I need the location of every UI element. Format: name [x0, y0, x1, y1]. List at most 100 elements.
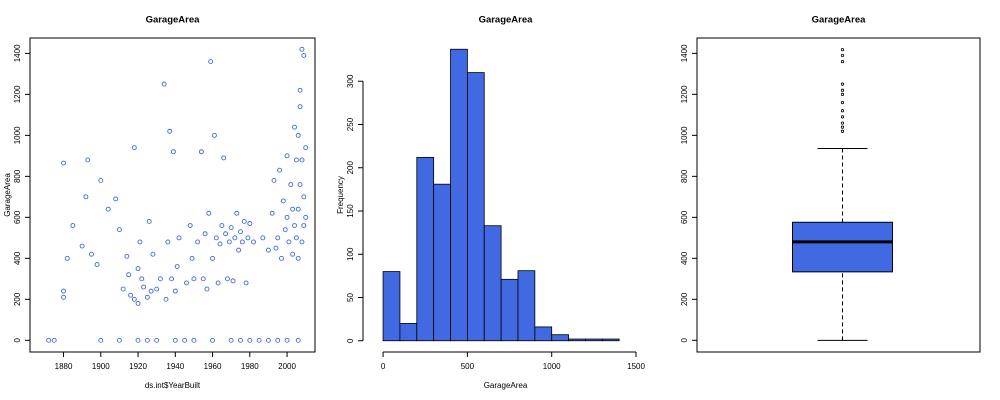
point: [275, 337, 281, 343]
point: [61, 288, 66, 294]
point: [146, 218, 152, 224]
x-axis-label: ds.int$YearBuilt: [145, 381, 201, 390]
point: [105, 206, 111, 212]
point: [98, 337, 104, 343]
box: [792, 221, 893, 273]
point: [288, 182, 294, 187]
bar: [382, 271, 401, 342]
point: [195, 239, 201, 245]
y-tick-label: 0: [680, 338, 689, 343]
outlier: [840, 48, 845, 52]
point: [297, 87, 303, 93]
bar: [517, 270, 536, 342]
y-tick-label: 250: [346, 117, 355, 131]
y-tick-label: 0: [346, 338, 355, 343]
point: [61, 160, 66, 166]
point: [94, 262, 100, 267]
point: [204, 286, 210, 292]
point: [243, 280, 249, 286]
point: [301, 194, 307, 200]
point: [269, 210, 275, 216]
point: [126, 272, 132, 278]
point: [161, 81, 167, 87]
point: [245, 235, 251, 241]
point: [265, 247, 271, 253]
point: [215, 280, 221, 286]
point: [241, 218, 247, 224]
outlier: [840, 109, 845, 113]
y-tick-label: 1400: [680, 44, 689, 62]
point: [225, 276, 230, 282]
bar: [551, 334, 569, 342]
outlier: [840, 59, 845, 64]
point: [293, 157, 299, 163]
point: [221, 155, 227, 161]
point: [282, 227, 288, 233]
point: [251, 239, 256, 245]
point: [239, 239, 245, 245]
point: [51, 337, 57, 343]
y-tick-label: 1400: [13, 44, 22, 62]
point: [135, 266, 141, 272]
point: [144, 294, 150, 300]
point: [236, 247, 242, 253]
point: [219, 223, 225, 228]
point: [135, 337, 141, 343]
point: [172, 288, 178, 294]
y-tick-label: 200: [13, 292, 22, 306]
bar: [466, 72, 485, 342]
point: [228, 225, 234, 231]
outlier: [840, 88, 845, 92]
point: [200, 276, 206, 282]
point: [172, 337, 178, 343]
point: [210, 337, 215, 343]
point: [64, 255, 70, 261]
point: [230, 278, 236, 284]
x-tick-label: 2000: [278, 362, 296, 371]
y-tick-label: 1000: [13, 126, 22, 144]
point: [170, 149, 176, 155]
point: [292, 124, 297, 130]
point: [83, 194, 89, 200]
y-tick-label: 800: [680, 169, 689, 183]
point: [116, 227, 122, 233]
point: [208, 59, 214, 65]
point: [191, 337, 197, 343]
y-axis-label: Frequency: [336, 176, 345, 214]
point: [303, 214, 309, 220]
point: [290, 206, 296, 212]
point: [273, 245, 279, 251]
y-tick-label: 600: [13, 210, 22, 224]
point: [167, 128, 173, 134]
point: [238, 229, 243, 235]
point: [182, 337, 188, 343]
point: [113, 196, 119, 202]
point: [295, 337, 301, 343]
point: [85, 157, 91, 163]
point: [284, 214, 290, 220]
point: [191, 276, 197, 282]
bar: [568, 338, 586, 342]
point: [299, 239, 305, 245]
y-axis-label: GarageArea: [3, 173, 12, 217]
bar: [399, 323, 418, 342]
point: [128, 292, 134, 298]
point: [169, 276, 175, 282]
point: [286, 239, 292, 245]
point: [174, 264, 180, 269]
point: [277, 167, 283, 173]
point: [290, 251, 296, 257]
point: [210, 255, 215, 261]
point: [284, 337, 290, 343]
bar: [433, 183, 451, 342]
point: [131, 145, 137, 151]
x-tick-label: 500: [461, 362, 475, 371]
point: [89, 251, 94, 257]
point: [163, 296, 169, 302]
bar: [416, 156, 435, 342]
y-tick-label: 600: [680, 210, 689, 224]
point: [295, 255, 301, 261]
point: [61, 294, 66, 300]
y-tick-label: 200: [346, 161, 355, 175]
